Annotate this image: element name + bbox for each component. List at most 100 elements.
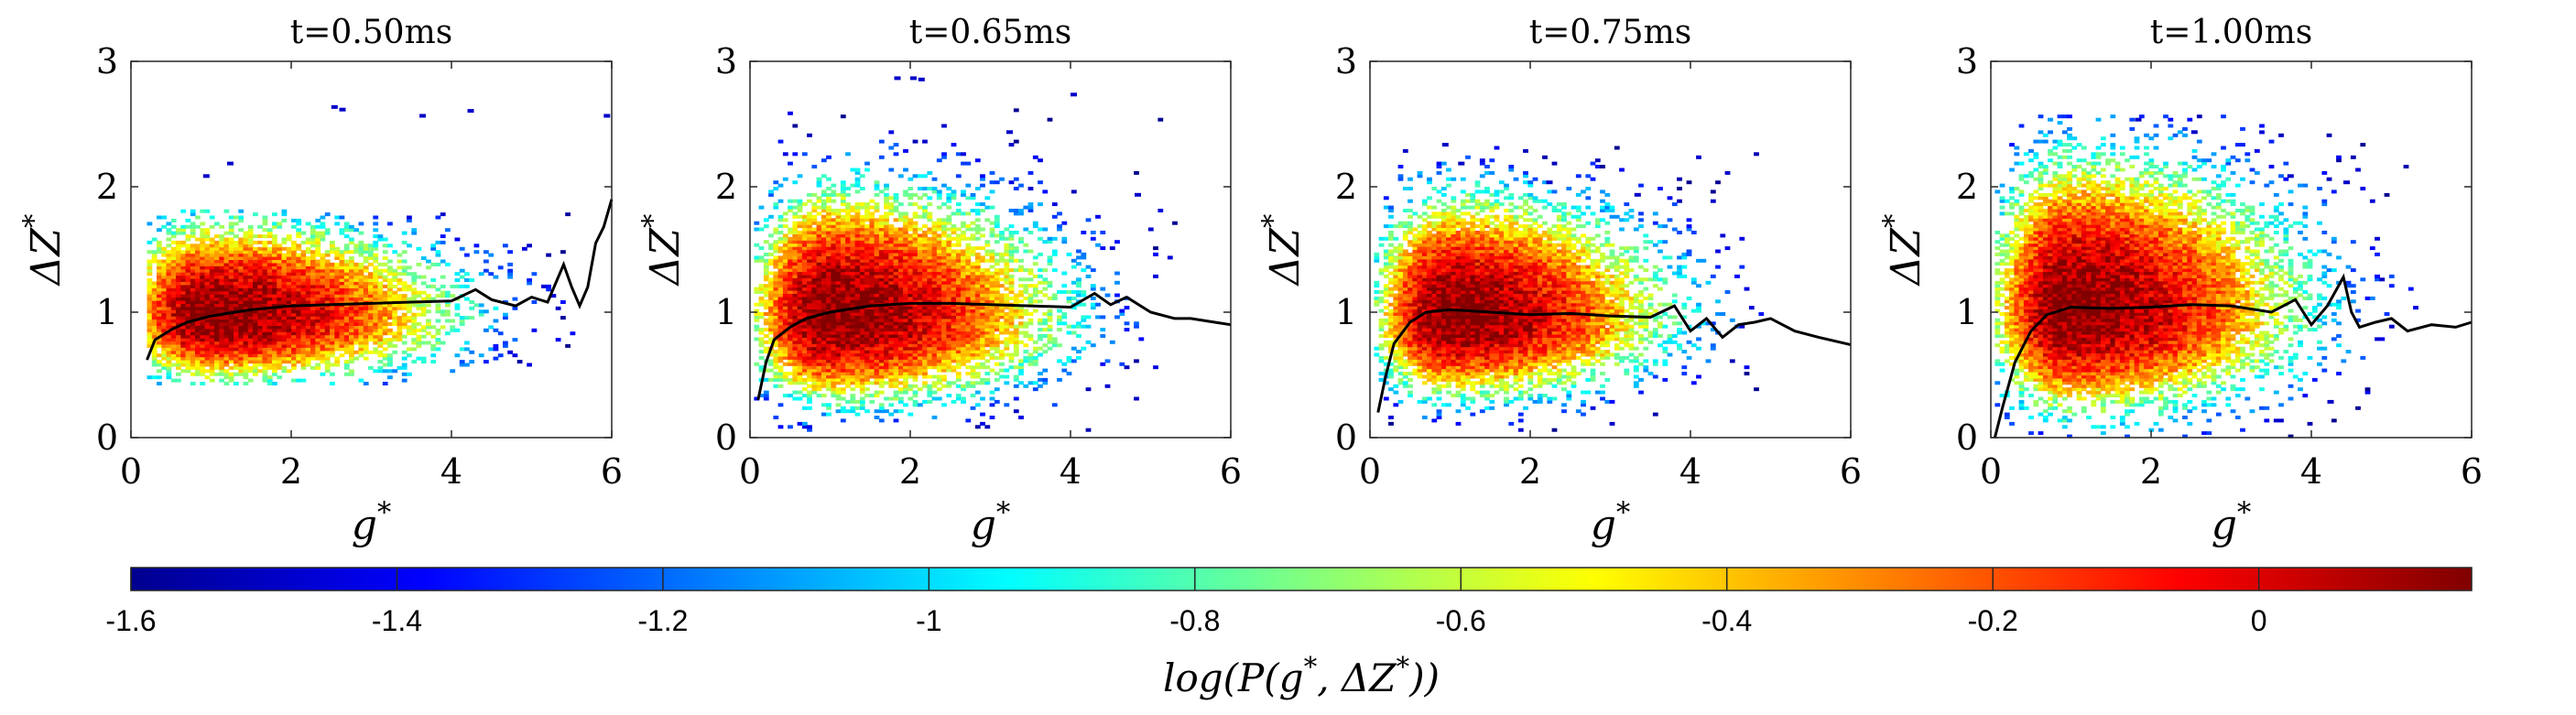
heatmap-cell	[373, 347, 378, 351]
heatmap-cell	[479, 313, 484, 317]
heatmap-cell	[267, 247, 273, 251]
heatmap-cell	[321, 298, 326, 301]
heatmap-cell	[353, 285, 359, 288]
heatmap-cell	[826, 343, 831, 347]
heatmap-cell	[229, 250, 234, 254]
heatmap-cell	[421, 360, 427, 363]
heatmap-cell	[301, 285, 307, 288]
heatmap-cell	[903, 224, 908, 228]
heatmap-cell	[898, 343, 904, 347]
heatmap-cell	[903, 240, 908, 244]
heatmap-cell	[272, 225, 277, 229]
heatmap-cell	[821, 281, 827, 285]
heatmap-cell	[826, 206, 831, 210]
heatmap-cell	[951, 190, 957, 193]
heatmap-cell	[898, 397, 904, 401]
heatmap-cell	[157, 250, 162, 254]
heatmap-cell	[884, 321, 889, 325]
heatmap-cell	[291, 269, 297, 273]
heatmap-cell	[879, 359, 885, 363]
heatmap-cell	[768, 262, 774, 265]
heatmap-cell	[941, 125, 947, 128]
heatmap-cell	[488, 254, 494, 257]
heatmap-cell	[353, 298, 359, 301]
outlier-point	[227, 162, 234, 166]
heatmap-cell	[831, 244, 836, 247]
heatmap-cell	[951, 400, 957, 404]
heatmap-cell	[180, 210, 186, 213]
heatmap-cell	[315, 285, 321, 288]
heatmap-cell	[421, 357, 427, 361]
heatmap-cell	[778, 268, 784, 272]
heatmap-cell	[282, 210, 288, 213]
heatmap-cell	[807, 224, 812, 228]
heatmap-cell	[349, 225, 354, 229]
heatmap-cell	[941, 359, 947, 363]
heatmap-cell	[378, 234, 384, 238]
heatmap-cell	[807, 394, 812, 397]
heatmap-cell	[321, 313, 326, 317]
heatmap-cell	[836, 262, 842, 265]
heatmap-cell	[229, 232, 234, 235]
heatmap-cell	[817, 334, 822, 338]
heatmap-cell	[296, 285, 301, 288]
heatmap-cell	[817, 284, 822, 287]
heatmap-cell	[817, 294, 822, 298]
heatmap-cell	[831, 200, 836, 203]
heatmap-cell	[359, 241, 364, 244]
heatmap-cell	[855, 231, 861, 234]
heatmap-cell	[359, 291, 364, 295]
heatmap-cell	[884, 325, 889, 329]
heatmap-cell	[310, 291, 316, 295]
heatmap-cell	[282, 347, 288, 351]
heatmap-cell	[234, 241, 239, 244]
heatmap-cell	[368, 351, 374, 354]
heatmap-cell	[855, 281, 861, 285]
heatmap-cell	[802, 268, 808, 272]
heatmap-cell	[224, 260, 230, 264]
heatmap-cell	[754, 325, 759, 329]
heatmap-cell	[850, 334, 855, 338]
heatmap-cell	[306, 238, 311, 242]
heatmap-cell	[908, 343, 913, 347]
heatmap-cell	[841, 359, 846, 363]
heatmap-cell	[845, 325, 851, 329]
heatmap-cell	[340, 353, 345, 357]
heatmap-cell	[841, 294, 846, 298]
heatmap-cell	[918, 240, 923, 244]
heatmap-cell	[176, 309, 181, 313]
heatmap-cell	[836, 303, 842, 307]
heatmap-cell	[817, 309, 822, 313]
heatmap-cell	[961, 281, 966, 285]
heatmap-cell	[956, 365, 962, 369]
heatmap-cell	[402, 272, 408, 276]
heatmap-cell	[321, 291, 326, 295]
heatmap-cell	[522, 247, 527, 251]
heatmap-cell	[946, 394, 951, 397]
heatmap-cell	[956, 209, 962, 212]
heatmap-cell	[368, 309, 374, 313]
heatmap-cell	[152, 309, 158, 313]
heatmap-cell	[180, 309, 186, 313]
heatmap-cell	[378, 269, 384, 273]
heatmap-cell	[474, 244, 480, 247]
heatmap-cell	[344, 269, 350, 273]
heatmap-cell	[229, 272, 234, 276]
heatmap-cell	[301, 353, 307, 357]
heatmap-cell	[147, 241, 153, 244]
heatmap-cell	[325, 309, 331, 313]
heatmap-cell	[364, 244, 369, 247]
heatmap-cell	[764, 341, 769, 344]
heatmap-cell	[267, 298, 273, 301]
heatmap-cell	[359, 331, 364, 335]
heatmap-cell	[754, 337, 759, 341]
heatmap-cell	[879, 231, 885, 234]
heatmap-cell	[898, 334, 904, 338]
heatmap-cell	[267, 335, 273, 339]
heatmap-cell	[860, 294, 865, 298]
heatmap-cell	[494, 357, 499, 361]
heatmap-cell	[167, 222, 172, 225]
heatmap-cell	[879, 385, 885, 388]
heatmap-cell	[455, 278, 461, 282]
heatmap-cell	[411, 313, 417, 317]
